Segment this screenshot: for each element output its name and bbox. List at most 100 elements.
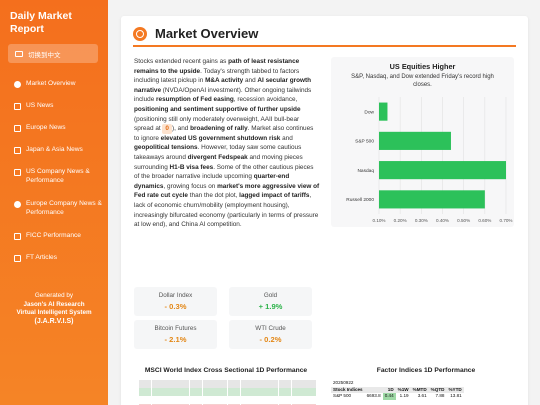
heatmap-cell xyxy=(164,388,177,396)
table-date: 20250922 xyxy=(333,380,354,385)
us-equities-chart: US Equities Higher S&P, Nasdaq, and Dow e… xyxy=(331,57,514,227)
sidebar-item-label: Japan & Asia News xyxy=(26,146,83,153)
kpi-label: Gold xyxy=(263,292,278,299)
cell: 7.88 xyxy=(435,393,445,398)
footer-line: Virtual Intelligent System xyxy=(16,309,92,316)
heatmap-cell xyxy=(240,380,253,388)
chart-subtitle: S&P, Nasdaq, and Dow extended Friday's r… xyxy=(351,74,494,80)
footer-line: (J.A.R.V.I.S) xyxy=(34,317,74,325)
cell: 0.44 xyxy=(382,393,396,400)
heatmap-cell xyxy=(253,396,266,404)
column-header: %1W xyxy=(395,386,411,393)
divider xyxy=(133,45,516,47)
x-tick-label: 0.50% xyxy=(457,218,470,223)
heatmap-cell xyxy=(202,396,215,404)
bar xyxy=(379,161,506,180)
x-tick-label: 0.20% xyxy=(394,218,407,223)
y-tick-label: Dow xyxy=(364,109,374,115)
main-content: Market Overview Stocks extended recent g… xyxy=(121,16,528,405)
chart-title: US Equities Higher xyxy=(390,62,456,71)
heatmap-cell xyxy=(304,388,317,396)
globe-icon xyxy=(133,26,147,41)
factor-indices-table: 20250922 Stock Indices 1D %1W %MTD %QTD … xyxy=(331,380,464,400)
bar xyxy=(379,102,388,121)
globe-icon xyxy=(14,201,21,208)
page-title: Market Overview xyxy=(155,26,259,41)
language-icon xyxy=(15,50,23,57)
heatmap-cell xyxy=(266,396,279,404)
heatmap-cell xyxy=(240,388,253,396)
bar-chart-svg: US Equities Higher S&P, Nasdaq, and Dow e… xyxy=(346,62,512,223)
kpi-label: WTI Crude xyxy=(255,325,286,332)
heatmap-cell xyxy=(202,380,215,388)
sidebar-item-label: US News xyxy=(26,102,54,109)
kpi-wti-crude: WTI Crude - 0.2% xyxy=(229,320,312,349)
x-tick-label: 0.70% xyxy=(499,218,512,223)
kpi-label: Bitcoin Futures xyxy=(154,325,197,332)
column-header: %YTD xyxy=(446,386,464,393)
cell: 3.61 xyxy=(417,393,427,398)
heatmap-cell xyxy=(240,396,253,404)
heatmap-cell xyxy=(278,380,292,388)
newspaper-icon xyxy=(14,255,21,262)
heatmap-cell xyxy=(177,388,190,396)
office-icon xyxy=(14,169,21,176)
heatmap-cell xyxy=(139,388,152,396)
torii-icon xyxy=(14,147,21,154)
heatmap-cell xyxy=(278,388,292,396)
heatmap-cell xyxy=(304,396,317,404)
heatmap-cell xyxy=(202,388,215,396)
heatmap-cell xyxy=(253,388,266,396)
kpi-label: Dollar Index xyxy=(158,292,193,299)
chart-icon xyxy=(14,233,21,240)
heatmap-cell xyxy=(151,388,164,396)
y-tick-label: Nasdaq xyxy=(357,168,374,174)
sidebar-item-ficc-performance[interactable]: FICC Performance xyxy=(14,232,106,241)
heatmap-cell xyxy=(151,380,164,388)
footer-line: Generated by xyxy=(34,292,74,299)
bull-bear-spread-badge: 0 xyxy=(162,124,172,134)
heatmap-cell xyxy=(164,380,177,388)
msci-heatmap-table xyxy=(139,380,317,405)
globe-icon xyxy=(14,81,21,88)
cell: 1.19 xyxy=(399,393,409,398)
factor-table-title: Factor Indices 1D Performance xyxy=(376,367,476,374)
heatmap-cell xyxy=(177,380,190,388)
y-tick-label: Russell 2000 xyxy=(346,197,374,203)
heatmap-cell xyxy=(304,380,317,388)
x-tick-label: 0.10% xyxy=(372,218,385,223)
x-tick-label: 0.30% xyxy=(415,218,428,223)
sidebar-item-label: Europe Company News & Performance xyxy=(26,200,102,216)
kpi-bitcoin-futures: Bitcoin Futures - 2.1% xyxy=(134,320,217,349)
sidebar-item-ft-articles[interactable]: FT Articles xyxy=(14,254,106,263)
sidebar-item-market-overview[interactable]: Market Overview xyxy=(14,80,106,89)
sidebar-item-label: FT Articles xyxy=(26,254,58,261)
sidebar-item-us-news[interactable]: US News xyxy=(14,102,106,111)
column-header: %MTD xyxy=(410,386,429,393)
column-header: 1D xyxy=(382,386,396,393)
bar xyxy=(379,131,451,150)
column-header xyxy=(364,386,383,393)
sidebar-item-label: Europe News xyxy=(26,124,66,131)
heatmap-cell xyxy=(266,388,279,396)
sidebar-item-label: FICC Performance xyxy=(26,232,81,239)
sidebar: Daily Market Report 切换到中文 Market Overvie… xyxy=(0,0,108,405)
sidebar-item-label: US Company News & Performance xyxy=(26,168,90,184)
bar xyxy=(379,190,485,209)
sidebar-item-us-company-news[interactable]: US Company News & Performance xyxy=(14,168,106,185)
sidebar-item-europe-news[interactable]: Europe News xyxy=(14,124,106,133)
cell: 13.81 xyxy=(450,393,462,398)
heatmap-cell xyxy=(228,388,241,396)
section-header: Market Overview xyxy=(133,26,258,41)
heatmap-cell xyxy=(139,380,152,388)
kpi-value: - 0.3% xyxy=(164,302,187,311)
building-icon xyxy=(14,125,21,132)
language-toggle-button[interactable]: 切换到中文 xyxy=(8,44,98,63)
sidebar-item-label: Market Overview xyxy=(26,80,76,87)
footer-line: Jason's AI Research xyxy=(23,300,85,308)
sidebar-item-japan-asia-news[interactable]: Japan & Asia News xyxy=(14,146,106,155)
sidebar-item-europe-company-news[interactable]: Europe Company News & Performance xyxy=(14,200,106,217)
heatmap-cell xyxy=(151,396,164,404)
flag-icon xyxy=(14,103,21,110)
y-tick-label: S&P 500 xyxy=(355,139,374,145)
